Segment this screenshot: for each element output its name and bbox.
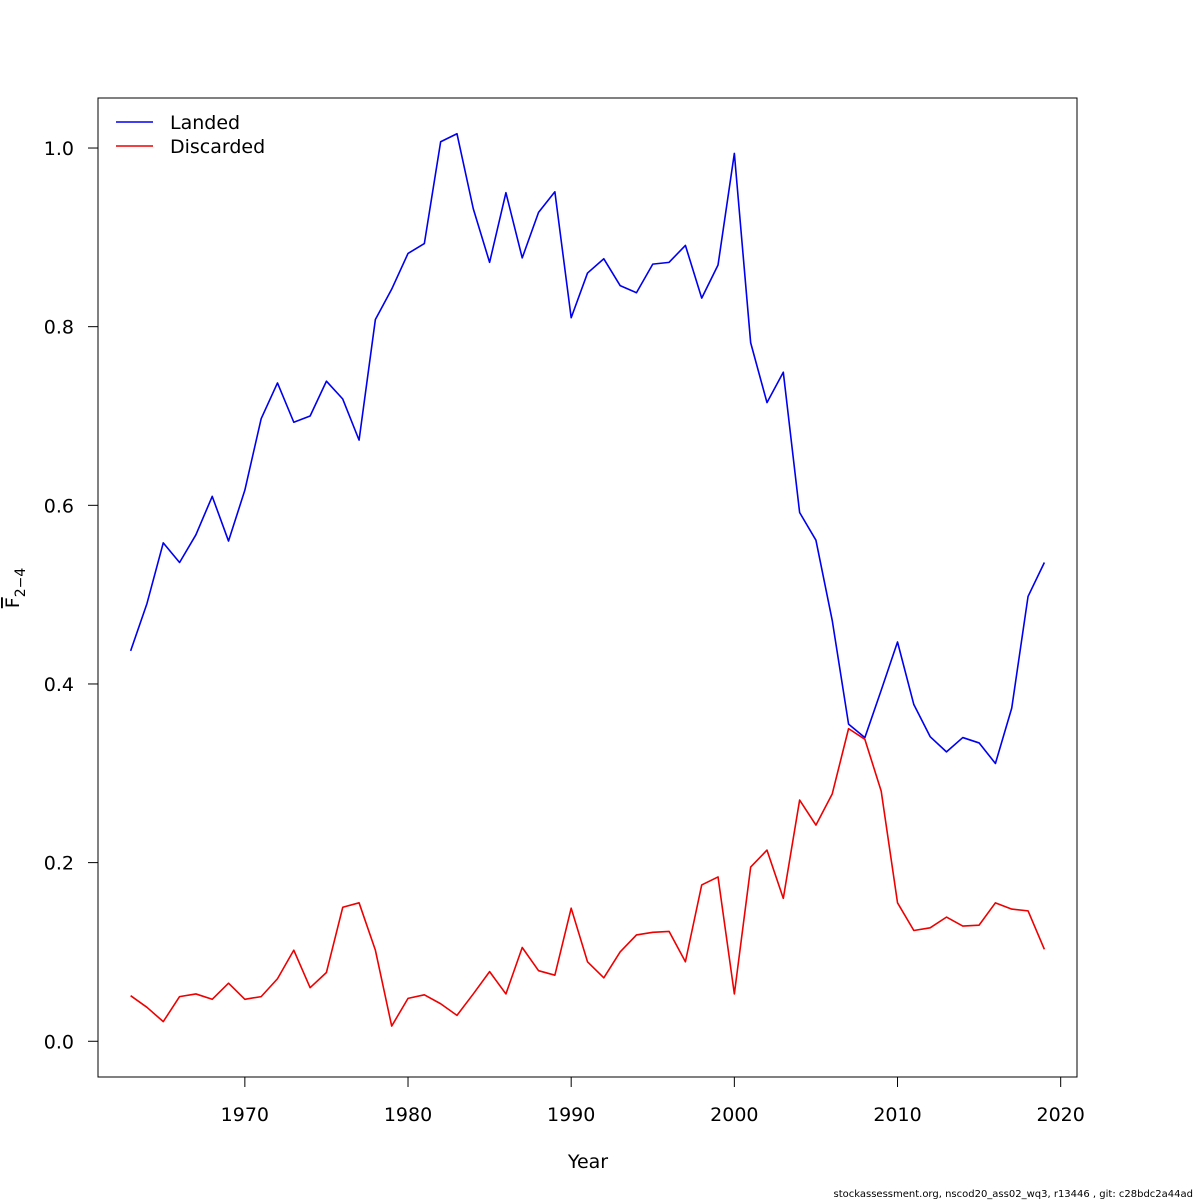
x-axis-label: Year xyxy=(567,1151,608,1173)
y-tick-label: 0.6 xyxy=(44,495,74,517)
y-axis-label-subscript: 2−4 xyxy=(13,568,29,598)
series-line-landed xyxy=(129,132,1046,765)
legend-label: Discarded xyxy=(170,136,265,158)
legend-item-landed: Landed xyxy=(116,112,240,134)
y-axis: 0.0 0.2 0.4 0.6 0.8 1.0 xyxy=(44,138,99,1053)
y-tick-label: 0.0 xyxy=(44,1031,74,1053)
y-tick-label: 0.4 xyxy=(44,674,74,696)
y-tick-label: 0.2 xyxy=(44,853,74,875)
y-axis-label-base: F xyxy=(2,597,24,608)
x-tick-label: 1970 xyxy=(221,1104,269,1126)
x-tick-label: 1990 xyxy=(547,1104,595,1126)
x-tick-label: 1980 xyxy=(384,1104,432,1126)
x-axis: 1970 1980 1990 2000 2010 2020 xyxy=(221,1076,1085,1126)
legend-label: Landed xyxy=(170,112,240,134)
x-tick-label: 2020 xyxy=(1037,1104,1085,1126)
footer-note: stockassessment.org, nscod20_ass02_wq3, … xyxy=(834,1189,1194,1200)
x-tick-label: 2010 xyxy=(873,1104,921,1126)
x-tick-label: 2000 xyxy=(710,1104,758,1126)
y-axis-label: F2−4 xyxy=(2,568,29,609)
series-layer xyxy=(129,132,1046,1027)
svg-text:F2−4: F2−4 xyxy=(2,568,29,609)
y-tick-label: 0.8 xyxy=(44,317,74,339)
plot-frame xyxy=(97,97,1078,1078)
series-line-discarded xyxy=(130,727,1046,1027)
legend-item-discarded: Discarded xyxy=(116,136,265,158)
y-tick-label: 1.0 xyxy=(44,138,74,160)
